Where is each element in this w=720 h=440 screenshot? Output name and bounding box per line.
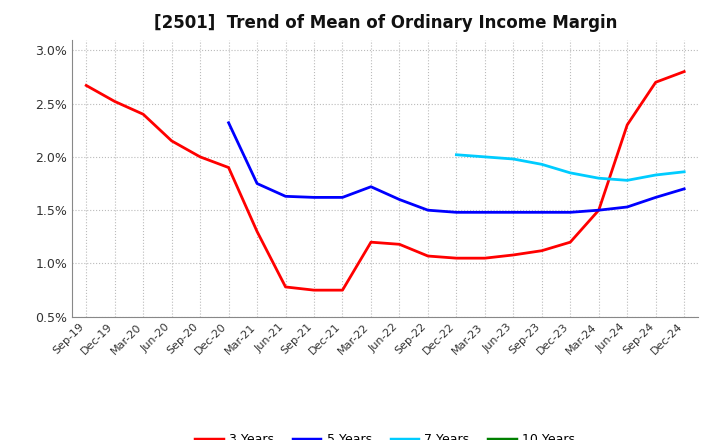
- 3 Years: [680, 69, 688, 74]
- 7 Years: [595, 176, 603, 181]
- 5 Years: [310, 195, 318, 200]
- 7 Years: [566, 170, 575, 176]
- 3 Years: [225, 165, 233, 170]
- 3 Years: [452, 256, 461, 261]
- 5 Years: [395, 197, 404, 202]
- 3 Years: [652, 80, 660, 85]
- 7 Years: [623, 178, 631, 183]
- 7 Years: [509, 156, 518, 161]
- 5 Years: [680, 186, 688, 191]
- 5 Years: [423, 208, 432, 213]
- 3 Years: [480, 256, 489, 261]
- 3 Years: [423, 253, 432, 259]
- 5 Years: [282, 194, 290, 199]
- 5 Years: [253, 181, 261, 186]
- 3 Years: [196, 154, 204, 160]
- 3 Years: [537, 248, 546, 253]
- 5 Years: [452, 210, 461, 215]
- 3 Years: [82, 83, 91, 88]
- 3 Years: [338, 287, 347, 293]
- 3 Years: [253, 229, 261, 234]
- 5 Years: [509, 210, 518, 215]
- Line: 7 Years: 7 Years: [456, 155, 684, 180]
- Line: 3 Years: 3 Years: [86, 72, 684, 290]
- 3 Years: [595, 208, 603, 213]
- 3 Years: [282, 284, 290, 290]
- 5 Years: [537, 210, 546, 215]
- 5 Years: [566, 210, 575, 215]
- Legend: 3 Years, 5 Years, 7 Years, 10 Years: 3 Years, 5 Years, 7 Years, 10 Years: [191, 429, 580, 440]
- 5 Years: [595, 208, 603, 213]
- 3 Years: [509, 252, 518, 257]
- 7 Years: [480, 154, 489, 160]
- 3 Years: [366, 239, 375, 245]
- 3 Years: [310, 287, 318, 293]
- 5 Years: [480, 210, 489, 215]
- 7 Years: [680, 169, 688, 174]
- 5 Years: [225, 120, 233, 125]
- Title: [2501]  Trend of Mean of Ordinary Income Margin: [2501] Trend of Mean of Ordinary Income …: [153, 15, 617, 33]
- 7 Years: [652, 172, 660, 178]
- 5 Years: [652, 195, 660, 200]
- 5 Years: [338, 195, 347, 200]
- 7 Years: [452, 152, 461, 158]
- Line: 5 Years: 5 Years: [229, 123, 684, 213]
- 3 Years: [167, 138, 176, 143]
- 5 Years: [623, 204, 631, 209]
- 3 Years: [623, 122, 631, 128]
- 7 Years: [537, 161, 546, 167]
- 3 Years: [110, 99, 119, 104]
- 3 Years: [395, 242, 404, 247]
- 5 Years: [366, 184, 375, 189]
- 3 Years: [139, 112, 148, 117]
- 3 Years: [566, 239, 575, 245]
